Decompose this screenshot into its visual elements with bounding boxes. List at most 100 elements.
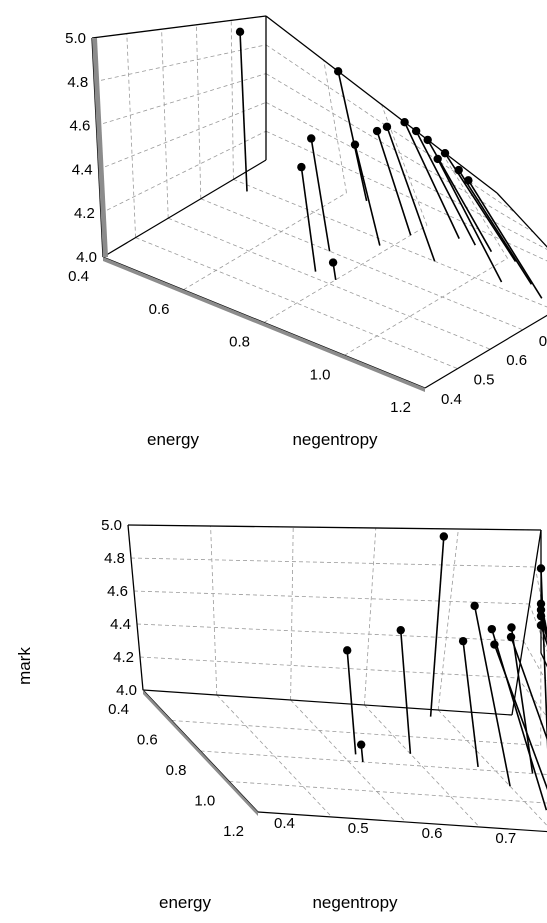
- y-tick-label: 0.5: [474, 372, 495, 389]
- grid-line: [183, 192, 347, 291]
- axis-edge: [496, 192, 547, 248]
- grid-line: [200, 198, 523, 331]
- y-tick-label: 0.4: [274, 815, 295, 832]
- data-stem: [467, 179, 543, 299]
- grid-line: [323, 60, 347, 193]
- data-point: [343, 646, 352, 655]
- z-tick-label: 4.4: [72, 161, 93, 178]
- data-point: [440, 148, 450, 158]
- x-tick-label: 1.0: [310, 366, 331, 383]
- grid-line: [168, 217, 491, 350]
- grid-line: [96, 73, 267, 126]
- data-point: [536, 611, 546, 621]
- data-point: [487, 624, 497, 634]
- y-axis-label: negentropy: [292, 430, 378, 449]
- x-tick-label: 0.8: [229, 334, 250, 351]
- x-tick-label: 0.6: [137, 732, 158, 749]
- data-point: [536, 605, 546, 615]
- data-point: [458, 636, 468, 646]
- x-tick-label: 0.8: [166, 762, 187, 779]
- grid-line: [130, 557, 536, 568]
- axis-edge: [91, 15, 267, 39]
- grid-line: [210, 525, 218, 696]
- axis-edge: [127, 524, 144, 691]
- data-point: [470, 601, 479, 611]
- data-stem: [376, 130, 412, 236]
- grid-line: [100, 130, 267, 214]
- grid-line: [523, 640, 547, 684]
- axis-edge: [142, 689, 513, 716]
- grid-line: [133, 590, 530, 605]
- data-point: [297, 162, 306, 172]
- z-tick-label: 4.4: [110, 616, 131, 633]
- grid-line: [230, 20, 234, 180]
- data-stem: [337, 71, 368, 202]
- data-stem: [510, 636, 547, 741]
- grid-line: [290, 526, 294, 701]
- grid-line: [364, 704, 480, 828]
- grid-line: [437, 528, 459, 711]
- data-stem: [310, 138, 331, 252]
- data-stem: [354, 144, 381, 246]
- y-tick-label: 0.6: [506, 352, 527, 369]
- data-point: [396, 625, 405, 635]
- y-tick-label: 0.6: [422, 825, 443, 842]
- data-point: [382, 122, 392, 131]
- data-point: [328, 258, 338, 267]
- axis-edge: [127, 524, 542, 531]
- chart-top: 0.40.60.81.01.20.40.50.60.70.80.94.04.24…: [65, 15, 547, 449]
- data-stem: [300, 167, 317, 272]
- z-tick-label: 4.8: [104, 550, 125, 567]
- grid-line: [94, 44, 267, 83]
- grid-line: [233, 179, 547, 308]
- y-tick-label: 0.5: [348, 820, 369, 837]
- z-tick-label: 5.0: [65, 30, 86, 47]
- axis-base-shade: [143, 690, 258, 816]
- axis-edge: [511, 529, 542, 716]
- grid-line: [161, 29, 169, 219]
- axis-edge: [265, 15, 498, 194]
- grid-line: [171, 720, 541, 746]
- z-tick-label: 4.6: [70, 118, 91, 135]
- grid-line: [98, 102, 267, 170]
- data-stem: [436, 158, 503, 283]
- data-point: [356, 740, 366, 749]
- x-axis-label: energy: [147, 430, 199, 449]
- z-axis-label: mark: [15, 647, 34, 685]
- data-point: [400, 118, 409, 127]
- z-tick-label: 4.2: [74, 205, 95, 222]
- y-tick-label: 0.4: [441, 391, 462, 408]
- x-tick-label: 1.2: [223, 823, 244, 840]
- data-point: [454, 165, 463, 175]
- grid-line: [136, 623, 524, 642]
- z-tick-label: 4.0: [116, 682, 137, 699]
- data-point: [439, 532, 449, 541]
- z-tick-label: 4.2: [113, 649, 134, 666]
- data-point: [350, 140, 360, 149]
- z-tick-label: 4.6: [107, 583, 128, 600]
- z-tick-label: 5.0: [101, 517, 122, 534]
- z-tick-label: 4.0: [76, 249, 97, 266]
- grid-line: [196, 24, 202, 199]
- grid-line: [200, 750, 547, 775]
- data-point: [507, 623, 516, 632]
- y-tick-label: 0.7: [495, 830, 516, 847]
- x-tick-label: 0.6: [149, 301, 170, 318]
- data-point: [333, 67, 343, 76]
- data-point: [411, 126, 421, 136]
- data-point: [536, 564, 546, 573]
- data-point: [307, 134, 316, 143]
- data-point: [536, 621, 546, 630]
- data-point: [433, 154, 442, 164]
- data-stem: [403, 121, 460, 239]
- data-point: [372, 126, 382, 136]
- data-point: [235, 27, 245, 37]
- y-tick-label: 0.7: [539, 333, 547, 350]
- axis-base-shade: [92, 38, 108, 257]
- data-point: [536, 599, 546, 608]
- data-stem: [473, 605, 511, 787]
- data-stem: [491, 628, 547, 811]
- z-tick-label: 4.8: [67, 74, 88, 91]
- grid-line: [437, 709, 547, 827]
